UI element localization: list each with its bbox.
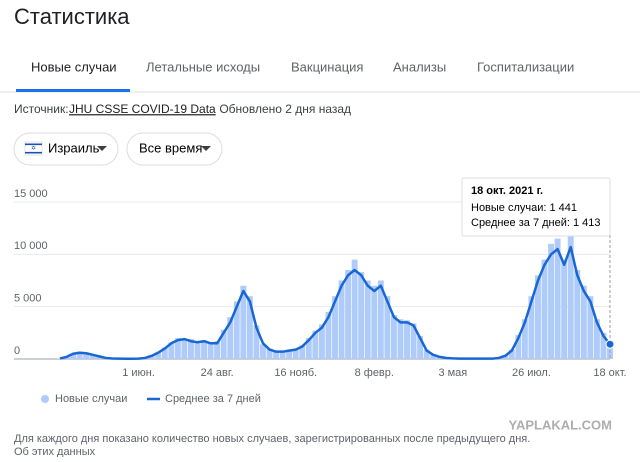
x-tick-label: 26 июл. [512,367,551,379]
source-prefix: Источник: [14,102,69,116]
period-filter-label[interactable]: Все время [139,140,202,155]
hover-dot [606,340,614,348]
bar [398,319,404,359]
bar [181,340,187,359]
active-tab-indicator [16,89,130,92]
bar [581,286,587,359]
bar [358,272,364,359]
watermark: YAPLAKAL.COM [508,417,612,432]
footer-note: Для каждого дня показано количество новы… [14,433,530,445]
tab[interactable]: Новые случаи [31,59,117,74]
flag-stripe [25,152,42,154]
legend-swatch [41,395,49,403]
bar [404,320,410,359]
bar [345,270,351,359]
tabs: Новые случаи Летальные исходы Вакцинация Ан… [31,59,574,74]
tab[interactable]: Госпитализации [477,59,574,74]
y-tick-label: 5 000 [14,293,42,305]
country-filter-label[interactable]: Израиль [48,140,100,155]
bar [548,244,554,359]
flag-star: ✡ [31,145,36,152]
bar [561,260,567,359]
tab[interactable]: Вакцинация [291,59,363,74]
y-tick-label: 10 000 [14,240,48,252]
x-tick-label: 8 февр. [355,367,394,379]
tooltip-line: Среднее за 7 дней: 1 413 [471,217,601,229]
bar [208,342,214,359]
x-tick-label: 16 нояб. [274,367,317,379]
footer-link[interactable]: Об этих данных [14,446,96,457]
legend-label: Среднее за 7 дней [165,393,261,405]
bar [365,281,371,360]
x-tick-label: 18 окт. [593,367,626,379]
chart: 0 5 000 10 000 15 000 1 июн. 24 авг. 16 нояб. 8… [14,178,627,405]
y-tick-label: 0 [14,345,20,357]
bar [371,286,377,359]
y-tick-label: 15 000 [14,188,48,200]
bar [542,260,548,359]
bar [391,315,397,359]
x-tick-label: 3 мая [438,367,467,379]
x-tick-label: 24 авг. [201,367,234,379]
tooltip-title: 18 окт. 2021 г. [471,185,543,197]
legend-label: Новые случаи [55,393,127,405]
page-title: Статистика [14,4,130,29]
tab[interactable]: Летальные исходы [146,59,260,74]
tooltip-line: Новые случаи: 1 441 [471,202,577,214]
source-updated: · Обновлено 2 дня назад [212,102,351,116]
bar [352,260,358,359]
flag-stripe [25,144,42,146]
x-tick-label: 1 июн. [122,367,155,379]
source-link[interactable]: JHU CSSE COVID-19 Data [69,102,216,116]
bar [195,343,201,359]
tab[interactable]: Анализы [393,59,446,74]
